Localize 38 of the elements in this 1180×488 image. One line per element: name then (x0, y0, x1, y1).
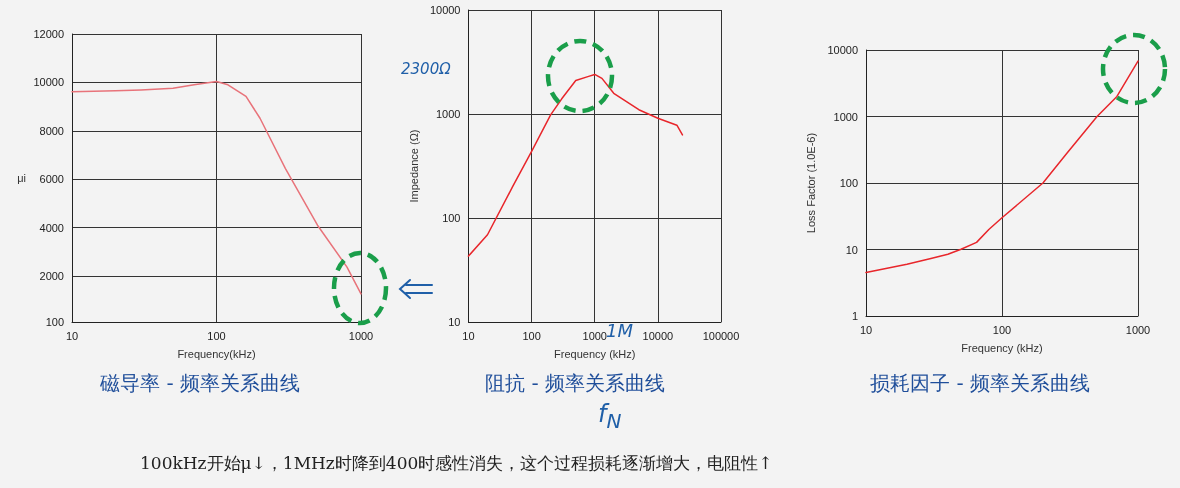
text: 磁导率 - 频率关系曲线 (99, 371, 300, 395)
text: 阻抗 - 频率关系曲线 (485, 371, 665, 395)
y-tick-label: 2000 (39, 270, 64, 283)
y-tick-label: 8000 (39, 124, 64, 137)
x-tick-label: 100000 (702, 329, 740, 342)
y-tick-label: 10000 (33, 76, 64, 89)
y-tick-label: 10000 (429, 4, 461, 16)
text: 100kHz开始μ↓，1MHz时降到400时感性消失，这个过程损耗逐渐增大，电阻性↑ (140, 452, 773, 475)
y-tick-label: 1000 (436, 108, 461, 120)
y-axis-title: Loss Factor (1.0E-6) (804, 132, 817, 234)
y-axis-title: μi (17, 172, 26, 184)
y-tick-label: 100 (839, 177, 858, 189)
x-tick-label: 10000 (642, 329, 674, 342)
y-tick-label: 4000 (39, 221, 64, 234)
x-tick-label: 1000 (348, 329, 374, 342)
x-tick-label: 10 (859, 323, 873, 336)
y-tick-label: 1 (851, 310, 858, 322)
y-tick-label: 100 (442, 212, 461, 224)
x-tick-label: 10 (462, 329, 475, 342)
y-axis-title: Impedance (Ω) (407, 129, 420, 203)
x-tick-label: 10 (65, 329, 79, 342)
x-tick-label: 100 (207, 329, 226, 342)
x-axis-title: Frequency (kHz) (554, 347, 636, 360)
x-axis-title: Frequency (kHz) (961, 341, 1043, 354)
x-tick-label: 1000 (1125, 323, 1151, 336)
text: 2300Ω (401, 60, 451, 78)
y-tick-label: 6000 (39, 173, 64, 186)
text: 损耗因子 - 频率关系曲线 (870, 371, 1090, 395)
y-tick-label: 1000 (833, 110, 858, 123)
y-tick-label: 10000 (827, 44, 858, 56)
x-tick-label: 1000 (582, 329, 607, 342)
x-tick-label: 100 (522, 329, 541, 342)
x-tick-label: 100 (992, 323, 1012, 336)
text: f$_{N}$ (598, 400, 622, 433)
x-axis-title: Frequency(kHz) (177, 347, 256, 360)
y-tick-label: 10 (845, 243, 858, 256)
annotation: 1M (606, 320, 633, 341)
y-tick-label: 12000 (33, 28, 64, 40)
